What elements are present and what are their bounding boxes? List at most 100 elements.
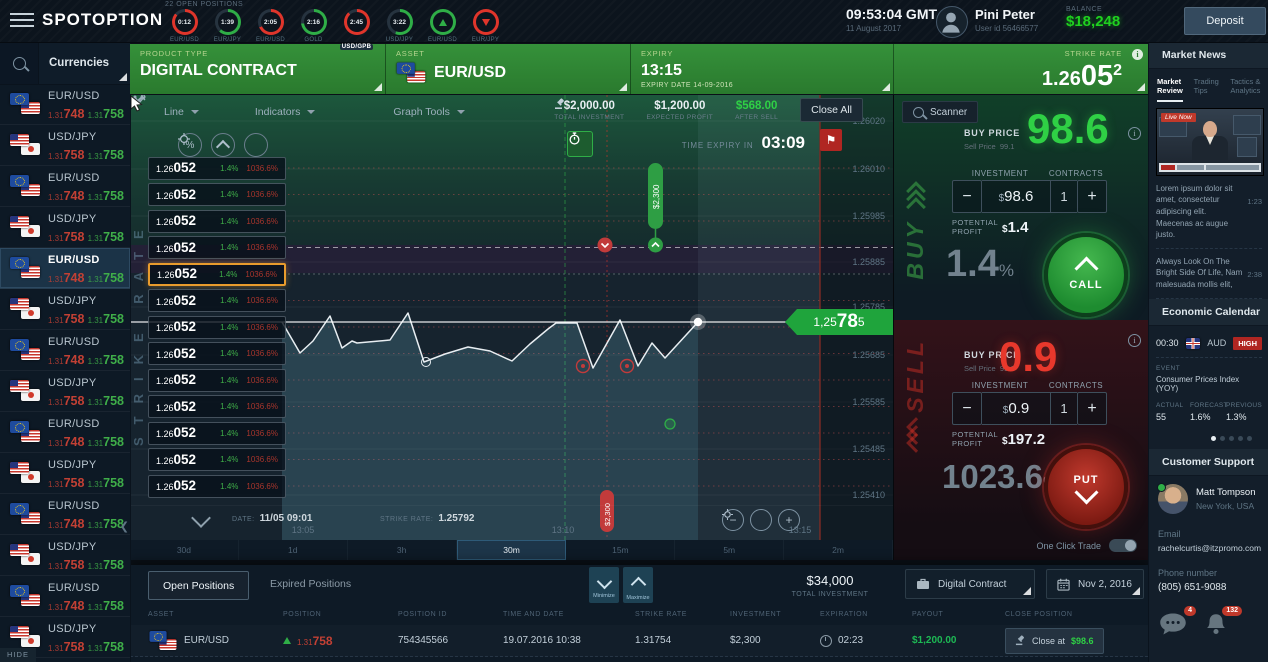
- pair-row[interactable]: USD/JPY 1.31758 1.31758: [0, 207, 130, 248]
- timeframe-30d[interactable]: 30d: [130, 540, 239, 560]
- maximize-button[interactable]: Maximize: [623, 567, 653, 603]
- pagination-dot[interactable]: [1220, 435, 1225, 441]
- position-timer[interactable]: 2:05 EUR/USD: [249, 8, 292, 53]
- increase-button[interactable]: +: [1077, 392, 1107, 425]
- buy-position-marker[interactable]: $2,300: [648, 163, 663, 253]
- contract-type-dropdown[interactable]: Digital Contract: [905, 569, 1035, 599]
- pair-row[interactable]: USD/JPY 1.31758 1.31758: [0, 453, 130, 494]
- notifications-button[interactable]: 132: [1204, 605, 1242, 639]
- strike-row[interactable]: 1.26052 1.4% 1036.6%: [148, 474, 286, 498]
- close-position-button[interactable]: Close at $98.6: [1005, 627, 1104, 654]
- pair-row[interactable]: USD/JPY 1.31758 1.31758: [0, 125, 130, 166]
- position-timer[interactable]: 0:12 EUR/USD: [163, 8, 206, 53]
- news-tab[interactable]: Tactics & Analytics: [1230, 77, 1261, 96]
- strike-row[interactable]: 1.26052 1.4% 1036.6%: [148, 183, 286, 206]
- zoom-in-icon[interactable]: +: [778, 509, 800, 531]
- info-icon[interactable]: i: [1132, 49, 1143, 60]
- timeframe-2m[interactable]: 2m: [784, 540, 893, 560]
- calendar-pagination-dots[interactable]: [1156, 422, 1262, 449]
- crosshair-icon[interactable]: [178, 133, 268, 157]
- pair-row[interactable]: EUR/USD 1.31748 1.31758: [0, 84, 130, 125]
- pair-row[interactable]: EUR/USD 1.31748 1.31758: [0, 494, 130, 535]
- info-icon[interactable]: i: [1128, 127, 1141, 140]
- strike-row[interactable]: 1.26052 1.4% 1036.6%: [148, 236, 286, 259]
- news-item[interactable]: Always Look On The Bright Side Of Life, …: [1156, 249, 1262, 299]
- pair-row[interactable]: USD/JPY 1.31758 1.31758: [0, 535, 130, 576]
- hide-sidebar-button[interactable]: HIDE: [0, 648, 36, 662]
- strike-row[interactable]: 1.26052 1.4% 1036.6%: [148, 315, 286, 339]
- zoom-out-icon[interactable]: −: [722, 509, 744, 531]
- product-type-dropdown[interactable]: PRODUCT TYPE DIGITAL CONTRACT: [130, 44, 385, 94]
- minimize-button[interactable]: Minimize: [589, 567, 619, 603]
- positions-table-row[interactable]: EUR/USD 1.31758 754345566 19.07.2016 10:38 1…: [130, 625, 1148, 657]
- call-button[interactable]: CALL: [1044, 233, 1128, 317]
- position-timer[interactable]: 1:39 EUR/JPY: [206, 8, 249, 53]
- strike-row[interactable]: 1.26052 1.4% 1036.6%: [148, 209, 286, 233]
- pagination-dot[interactable]: [1211, 435, 1216, 441]
- chart-type-dropdown[interactable]: Line: [130, 95, 199, 118]
- timeframe-5m[interactable]: 5m: [675, 540, 785, 560]
- strike-row[interactable]: 1.26052 1.4% 1036.6%: [148, 289, 286, 312]
- sidebar-collapse-icon[interactable]: ❮: [119, 521, 129, 533]
- strike-row[interactable]: 1.26052 1.4% 1036.6%: [148, 395, 286, 418]
- decrease-button[interactable]: −: [952, 180, 982, 213]
- collapse-up-icon[interactable]: [211, 133, 235, 157]
- pagination-dot[interactable]: [1238, 435, 1243, 441]
- news-tab[interactable]: Trading Tips: [1193, 77, 1219, 96]
- asset-dropdown[interactable]: ASSET EUR/USD: [385, 44, 630, 94]
- news-item[interactable]: Lorem ipsum dolor sit amet, consectetur …: [1156, 176, 1262, 249]
- decrease-button[interactable]: −: [952, 392, 982, 425]
- info-icon[interactable]: i: [1128, 334, 1141, 347]
- scanner-button[interactable]: Scanner: [902, 101, 979, 123]
- increase-button[interactable]: +: [1077, 180, 1107, 213]
- position-timer[interactable]: 2:16 GOLD: [292, 8, 335, 53]
- chat-button[interactable]: 4: [1158, 605, 1196, 639]
- pair-row[interactable]: EUR/USD 1.31748 1.31758: [0, 248, 130, 289]
- tab-open-positions[interactable]: Open Positions: [148, 571, 250, 600]
- pair-row[interactable]: EUR/USD 1.31748 1.31758: [0, 166, 130, 207]
- position-timer[interactable]: EUR/USD: [421, 8, 464, 53]
- pair-row[interactable]: EUR/USD 1.31748 1.31758: [0, 330, 130, 371]
- menu-icon[interactable]: [10, 13, 34, 29]
- pair-row[interactable]: USD/JPY 1.31758 1.31758: [0, 289, 130, 330]
- pair-row[interactable]: EUR/USD 1.31748 1.31758: [0, 576, 130, 617]
- graph-tools-dropdown[interactable]: Graph Tools: [130, 95, 465, 118]
- recenter-icon[interactable]: [722, 509, 772, 531]
- position-timer[interactable]: EUR/JPY: [464, 8, 507, 53]
- live-video-thumbnail[interactable]: Live Now: [1156, 107, 1264, 176]
- close-all-button[interactable]: Close All: [555, 98, 863, 122]
- user-avatar-icon[interactable]: [936, 6, 968, 38]
- sell-strike-marker[interactable]: $2,300: [600, 490, 614, 532]
- strike-row[interactable]: 1.26052 1.4% 1036.6%: [148, 156, 286, 180]
- strike-rate-dropdown[interactable]: STRIKE RATE 1.26052 i: [893, 44, 1148, 94]
- strike-row[interactable]: 1.26052 1.4% 1036.6%: [148, 421, 286, 445]
- strike-row[interactable]: 1.26052 1.4% 1036.6%: [148, 262, 286, 286]
- position-timer[interactable]: 2:45 USD/GPB: [335, 8, 378, 53]
- collapse-chart-icon[interactable]: [191, 508, 211, 528]
- pair-row[interactable]: EUR/USD 1.31748 1.31758: [0, 412, 130, 453]
- expiry-dropdown[interactable]: EXPIRY 13:15 EXPIRY DATE 14-09-2016: [630, 44, 893, 94]
- calendar-event-row[interactable]: 00:30 AUD HIGH: [1156, 332, 1262, 358]
- pagination-dot[interactable]: [1229, 435, 1234, 441]
- pagination-dot[interactable]: [1247, 435, 1252, 441]
- strike-row[interactable]: 1.26052 1.4% 1036.6%: [148, 368, 286, 392]
- investment-field[interactable]: $0.9 1: [982, 392, 1077, 425]
- investment-field[interactable]: $98.6 1: [982, 180, 1077, 213]
- position-timer[interactable]: 3:22 USD/JPY: [378, 8, 421, 53]
- strike-row[interactable]: 1.26052 1.4% 1036.6%: [148, 342, 286, 365]
- timeframe-30m[interactable]: 30m: [456, 540, 567, 560]
- put-button[interactable]: PUT: [1044, 445, 1128, 529]
- instrument-filter[interactable]: Currencies: [0, 42, 130, 85]
- pair-row[interactable]: USD/JPY 1.31758 1.31758: [0, 617, 130, 658]
- sell-position-marker[interactable]: [597, 237, 613, 253]
- timeframe-1d[interactable]: 1d: [239, 540, 348, 560]
- indicators-dropdown[interactable]: Indicators: [130, 95, 316, 118]
- search-icon[interactable]: [0, 42, 39, 84]
- deposit-button[interactable]: Deposit: [1184, 7, 1266, 35]
- strike-row[interactable]: 1.26052 1.4% 1036.6%: [148, 448, 286, 471]
- pair-row[interactable]: USD/JPY 1.31758 1.31758: [0, 371, 130, 412]
- timeframe-3h[interactable]: 3h: [348, 540, 457, 560]
- timeframe-15m[interactable]: 15m: [566, 540, 676, 560]
- one-click-toggle[interactable]: [1109, 539, 1137, 552]
- news-tab[interactable]: Market Review: [1157, 77, 1188, 102]
